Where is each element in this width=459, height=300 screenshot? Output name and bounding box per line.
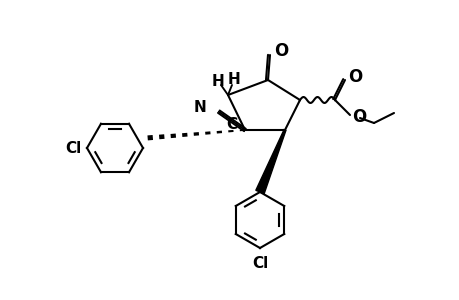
Text: O: O xyxy=(274,42,288,60)
Text: N: N xyxy=(194,100,207,115)
Text: H: H xyxy=(211,74,224,88)
Text: C: C xyxy=(225,116,236,131)
Text: O: O xyxy=(351,108,365,126)
Text: H: H xyxy=(227,71,240,86)
Text: O: O xyxy=(347,68,362,86)
Text: Cl: Cl xyxy=(66,140,82,155)
Text: Cl: Cl xyxy=(252,256,268,271)
Polygon shape xyxy=(255,130,285,194)
